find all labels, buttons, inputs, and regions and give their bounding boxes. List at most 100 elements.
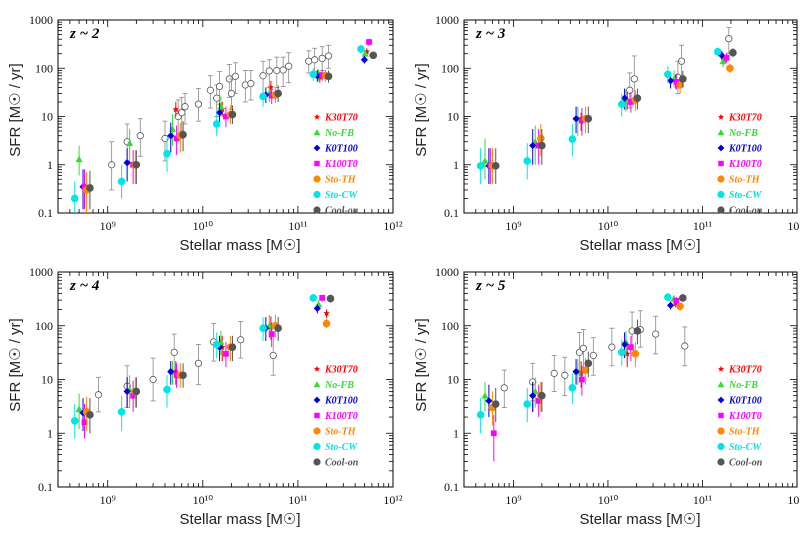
legend-label: Sto-CW: [325, 190, 358, 201]
legend-marker: [313, 113, 321, 120]
series-point: [676, 81, 684, 89]
series-point: [620, 340, 629, 348]
x-tick-label: 10¹¹: [288, 493, 308, 507]
series-point: [123, 387, 131, 396]
x-tick-label: 10¹¹: [693, 219, 713, 233]
observation-point: [108, 161, 116, 169]
series-point: [366, 39, 372, 45]
legend-label: No-FB: [728, 128, 758, 139]
legend: K30T70 No-FB K0T100 K100T0 Sto-TH Sto-CW Cool-…: [313, 113, 359, 217]
observation-point: [265, 67, 273, 75]
series-point: [212, 120, 221, 128]
legend-marker: [718, 412, 724, 419]
legend-marker: [313, 427, 321, 435]
observation-point: [652, 330, 660, 338]
legend-label: Sto-TH: [729, 427, 761, 438]
series-point: [584, 114, 593, 123]
observation-point: [227, 89, 236, 98]
series-point: [75, 405, 83, 413]
series-point: [369, 51, 378, 60]
series-point: [167, 368, 175, 376]
series-point: [123, 159, 131, 167]
legend-marker: [718, 160, 724, 167]
y-axis-label: SFR [M☉ / yr]: [7, 318, 24, 411]
legend-label: K0T100: [324, 144, 358, 155]
observation-point: [269, 351, 277, 360]
legend-label: K30T70: [324, 365, 358, 376]
x-tick-label: 10⁹: [505, 219, 521, 233]
y-tick-label: 100: [441, 61, 459, 75]
series-point: [81, 419, 88, 426]
legend-marker: [313, 175, 321, 183]
observation-point: [561, 371, 569, 379]
observation-point: [178, 109, 186, 117]
series-point: [179, 130, 187, 139]
legend: K30T70 No-FB K0T100 K100T0 Sto-TH Sto-CW Cool-…: [717, 113, 763, 217]
series-point: [538, 141, 546, 150]
y-tick-label: 1: [47, 158, 53, 172]
panel-2: 10⁹ 10¹⁰ 10¹¹ 10¹² 0.1 1 10 100 1000 Stellar mass…: [413, 13, 800, 254]
x-tick-label: 10⁹: [100, 219, 116, 233]
legend-marker: [717, 129, 725, 136]
observation-point: [194, 359, 203, 367]
legend-marker: [717, 113, 725, 120]
series-point: [579, 376, 585, 383]
series-point: [673, 298, 680, 304]
series-point: [361, 50, 369, 57]
series-point: [723, 54, 730, 61]
legend-label: Sto-TH: [729, 175, 761, 186]
series-point: [568, 384, 577, 392]
panel-title: z ~ 4: [69, 278, 100, 294]
observation-point: [681, 342, 689, 350]
legend-label: K0T100: [324, 396, 358, 407]
y-tick-label: 1: [453, 158, 459, 172]
panel-title: z ~ 3: [475, 26, 506, 42]
x-tick-label: 10¹⁰: [598, 219, 619, 233]
observation-point: [725, 35, 733, 43]
series-point: [223, 350, 229, 357]
series-point: [163, 149, 171, 158]
observation-point: [318, 54, 326, 63]
observation-point: [206, 86, 214, 94]
panel-title: z ~ 5: [475, 278, 506, 294]
observation-point: [181, 103, 189, 111]
series-point: [309, 70, 318, 79]
observation-point: [579, 344, 588, 352]
y-tick-label: 0.1: [444, 206, 459, 220]
legend-marker: [717, 396, 725, 404]
legend-marker: [717, 427, 725, 435]
series-point: [326, 294, 335, 303]
series-point: [584, 359, 593, 368]
x-axis-label: Stellar mass [M☉]: [580, 511, 701, 528]
series-point: [323, 309, 330, 317]
series-point: [490, 430, 497, 437]
series-point: [719, 57, 727, 65]
series-point: [631, 350, 640, 358]
series-point: [666, 301, 675, 309]
legend-label: Sto-CW: [729, 442, 762, 453]
series-point: [664, 293, 672, 301]
observation-point: [324, 52, 333, 60]
y-axis-label: SFR [M☉ / yr]: [7, 63, 24, 156]
legend-marker: [717, 458, 725, 466]
legend-marker: [314, 412, 320, 419]
series-point: [676, 302, 684, 311]
legend-label: K100T0: [324, 411, 358, 422]
series-point: [313, 304, 321, 313]
series-point: [529, 392, 537, 400]
legend-marker: [314, 160, 320, 167]
x-tick-label: 10¹¹: [288, 219, 308, 233]
legend-label: K100T0: [324, 159, 358, 170]
series-point: [228, 343, 237, 351]
y-tick-label: 10: [41, 110, 53, 124]
legend-label: Sto-TH: [325, 175, 357, 186]
x-tick-label: 10¹²: [383, 493, 403, 507]
x-tick-label: 10¹²: [787, 493, 800, 507]
legend: K30T70 No-FB K0T100 K100T0 Sto-TH Sto-CW Cool-…: [717, 365, 763, 469]
legend-label: Sto-CW: [325, 442, 358, 453]
legend-marker: [313, 144, 321, 152]
legend-label: K100T0: [728, 411, 762, 422]
observation-point: [311, 56, 319, 64]
y-tick-label: 1000: [435, 13, 459, 27]
legend-marker: [313, 206, 321, 214]
